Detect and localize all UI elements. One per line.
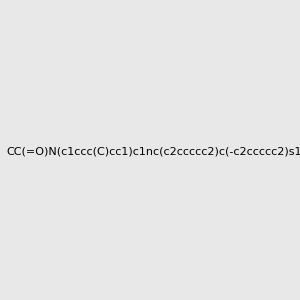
Text: CC(=O)N(c1ccc(C)cc1)c1nc(c2ccccc2)c(-c2ccccc2)s1: CC(=O)N(c1ccc(C)cc1)c1nc(c2ccccc2)c(-c2c… — [6, 146, 300, 157]
